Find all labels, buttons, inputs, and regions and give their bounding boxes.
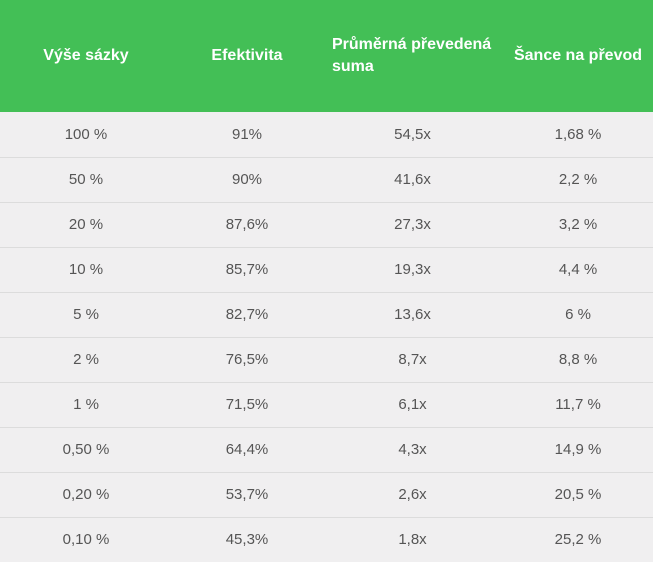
cell-transfer-chance: 2,2 % [558,171,598,188]
cell-transfer-chance: 3,2 % [558,216,598,233]
cell-average-transfer: 6,1x [398,396,427,413]
table-header: Výše sázky Efektivita Průměrná převedená… [0,0,653,112]
cell-efficiency: 82,7% [225,306,269,323]
header-row: Výše sázky Efektivita Průměrná převedená… [0,0,653,112]
cell-bet-size: 0,20 % [62,486,110,503]
column-header-bet-size: Výše sázky [0,0,172,112]
cell-average-transfer: 13,6x [394,306,431,323]
cell-bet-size: 2 % [73,351,99,368]
column-header-average-transfer: Průměrná převedená suma [322,0,503,112]
cell-average-transfer: 27,3x [394,216,431,233]
table-row: 20 % 87,6% 27,3x 3,2 % [0,202,653,247]
table-row: 1 % 71,5% 6,1x 11,7 % [0,382,653,427]
cell-efficiency: 85,7% [225,261,269,278]
cell-bet-size: 100 % [64,125,108,143]
column-header-efficiency: Efektivita [172,0,322,112]
cell-efficiency: 71,5% [225,396,269,413]
column-header-label: Průměrná převedená suma [332,36,492,75]
cell-bet-size: 1 % [73,396,99,413]
cell-efficiency: 53,7% [225,486,269,503]
table-row: 0,20 % 53,7% 2,6x 20,5 % [0,472,653,517]
column-header-label: Výše sázky [43,47,129,64]
cell-bet-size: 5 % [73,306,99,323]
cell-efficiency: 90% [231,171,263,188]
cell-efficiency: 76,5% [225,351,269,368]
cell-efficiency: 91% [231,125,263,143]
table-row: 2 % 76,5% 8,7x 8,8 % [0,337,653,382]
cell-efficiency: 87,6% [225,216,269,233]
cell-transfer-chance: 14,9 % [554,441,602,458]
cell-bet-size: 50 % [68,171,104,188]
cell-average-transfer: 2,6x [398,486,427,503]
table-row: 0,10 % 45,3% 1,8x 25,2 % [0,517,653,562]
cell-average-transfer: 4,3x [398,441,427,458]
table-row: 5 % 82,7% 13,6x 6 % [0,292,653,337]
table-row: 100 % 91% 54,5x 1,68 % [0,112,653,157]
cell-efficiency: 45,3% [225,531,269,549]
cell-transfer-chance: 20,5 % [554,486,602,503]
cell-average-transfer: 1,8x [398,531,427,549]
cell-transfer-chance: 4,4 % [558,261,598,278]
column-header-transfer-chance: Šance na převod [503,0,653,112]
cell-bet-size: 10 % [68,261,104,278]
cell-bet-size: 0,50 % [62,441,110,458]
cell-transfer-chance: 11,7 % [555,396,601,413]
cell-average-transfer: 19,3x [394,261,431,278]
table-row: 10 % 85,7% 19,3x 4,4 % [0,247,653,292]
cell-bet-size: 20 % [68,216,104,233]
cell-average-transfer: 41,6x [394,171,431,188]
column-header-label: Šance na převod [513,47,643,64]
cell-efficiency: 64,4% [225,441,269,458]
cell-average-transfer: 54,5x [394,125,431,143]
table-row: 50 % 90% 41,6x 2,2 % [0,157,653,202]
cell-transfer-chance: 6 % [565,306,591,323]
table-row: 0,50 % 64,4% 4,3x 14,9 % [0,427,653,472]
cell-transfer-chance: 25,2 % [554,531,602,549]
cell-average-transfer: 8,7x [398,351,427,368]
cell-transfer-chance: 8,8 % [558,351,598,368]
table-body: 100 % 91% 54,5x 1,68 % 50 % 90% 41,6x 2,2 % 20 %… [0,112,653,562]
cell-transfer-chance: 1,68 % [554,125,602,143]
cell-bet-size: 0,10 % [62,531,110,549]
column-header-label: Efektivita [211,47,283,64]
